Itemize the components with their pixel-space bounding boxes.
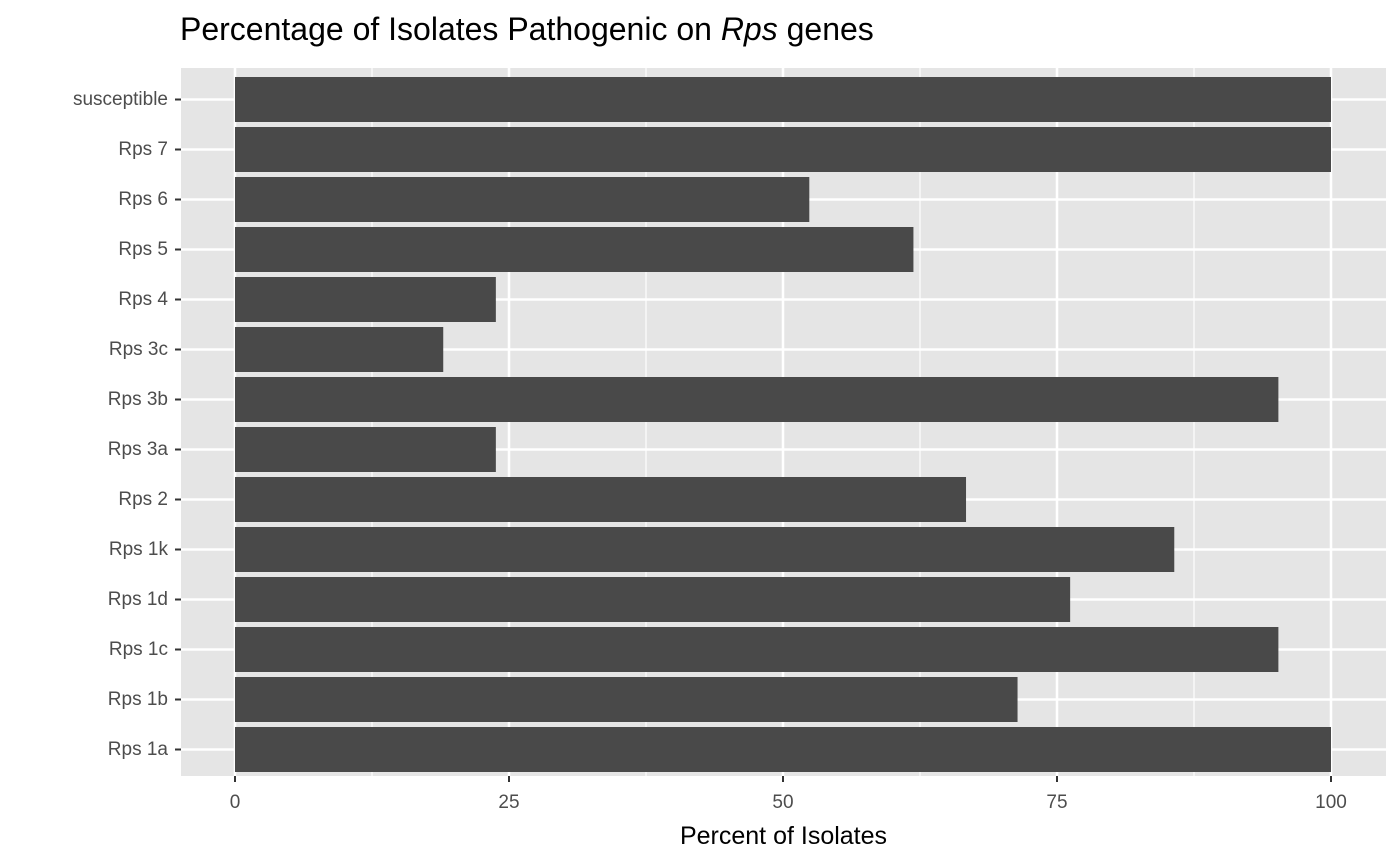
bar [235,77,1331,122]
y-tick-label: Rps 2 [118,489,168,510]
x-tick-label: 25 [498,792,519,813]
x-tick-label: 0 [230,792,241,813]
bar [235,527,1175,572]
y-tick-label: Rps 3a [108,439,169,460]
bar [235,577,1071,622]
x-axis: 0 25 50 75 100 [230,776,1347,813]
chart-title-prefix: Percentage of Isolates Pathogenic on [180,11,721,47]
bars [235,77,1331,772]
chart-title: Percentage of Isolates Pathogenic on Rps… [180,11,874,47]
bar [235,177,810,222]
chart-title-suffix: genes [778,11,874,47]
y-tick-label: Rps 3c [109,339,168,360]
bar [235,127,1331,172]
x-tick-label: 100 [1315,792,1347,813]
x-tick-label: 50 [772,792,793,813]
bar [235,327,444,372]
y-tick-label: susceptible [73,89,168,110]
y-tick-label: Rps 3b [108,389,168,410]
x-tick-label: 75 [1046,792,1067,813]
bar [235,227,914,272]
bar [235,727,1331,772]
chart-title-italic: Rps [721,11,778,47]
bar [235,627,1279,672]
y-tick-label: Rps 1a [108,739,169,760]
bar [235,677,1018,722]
y-tick-label: Rps 6 [118,189,168,210]
y-tick-label: Rps 1d [108,589,168,610]
y-tick-label: Rps 7 [118,139,168,160]
bar [235,377,1279,422]
y-axis: Rps 1a Rps 1b Rps 1c Rps 1d Rps 1k Rps 2 Rps 3… [73,89,181,760]
y-tick-label: Rps 1k [109,539,169,560]
x-axis-title: Percent of Isolates [680,822,887,850]
y-tick-label: Rps 5 [118,239,168,260]
bar [235,477,967,522]
y-tick-label: Rps 4 [118,289,168,310]
bar [235,427,496,472]
y-tick-label: Rps 1b [108,689,168,710]
y-tick-label: Rps 1c [109,639,168,660]
bar [235,277,496,322]
